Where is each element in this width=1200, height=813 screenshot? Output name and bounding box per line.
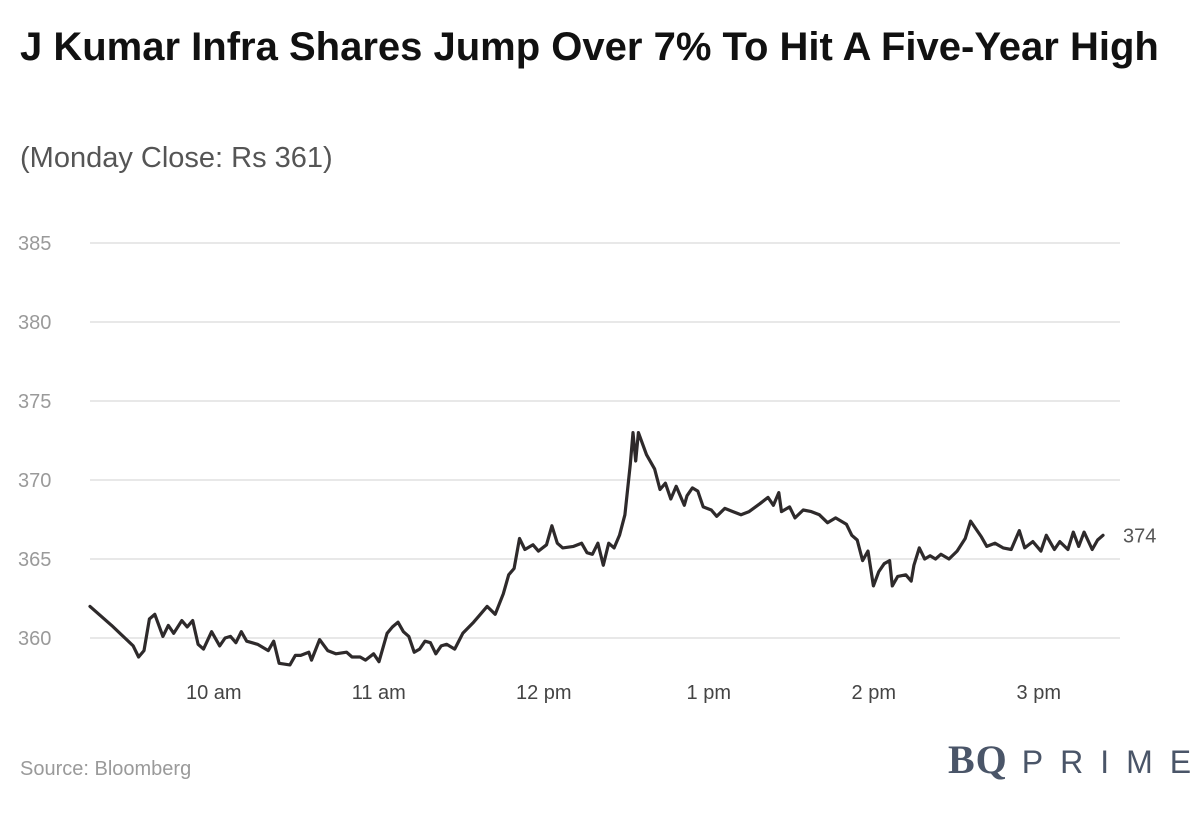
bq-prime-logo: BQ PRIME — [948, 736, 1200, 783]
chart-subtitle: (Monday Close: Rs 361) — [20, 142, 333, 174]
x-tick-label: 3 pm — [1017, 682, 1061, 704]
y-tick-label: 375 — [18, 391, 51, 413]
y-tick-label: 365 — [18, 549, 51, 571]
logo-mark: BQ — [948, 737, 1008, 782]
x-tick-label: 12 pm — [516, 682, 572, 704]
chart-title: J Kumar Infra Shares Jump Over 7% To Hit… — [20, 25, 1159, 69]
x-tick-label: 2 pm — [852, 682, 896, 704]
x-tick-label: 10 am — [186, 682, 242, 704]
y-tick-label: 385 — [18, 233, 51, 255]
y-axis-ticks: 360 365 370 375 380 385 — [18, 233, 51, 650]
y-tick-label: 370 — [18, 470, 51, 492]
logo-wordmark: PRIME — [1021, 744, 1200, 780]
x-tick-label: 1 pm — [687, 682, 731, 704]
x-axis-ticks: 10 am 11 am 12 pm 1 pm 2 pm 3 pm — [186, 682, 1061, 704]
y-tick-label: 380 — [18, 312, 51, 334]
source-note: Source: Bloomberg — [20, 758, 192, 780]
price-line — [88, 431, 1105, 667]
last-price-label: 374 — [1123, 525, 1156, 547]
x-tick-label: 11 am — [352, 682, 406, 704]
grid-lines — [90, 242, 1120, 639]
y-tick-label: 360 — [18, 628, 51, 650]
